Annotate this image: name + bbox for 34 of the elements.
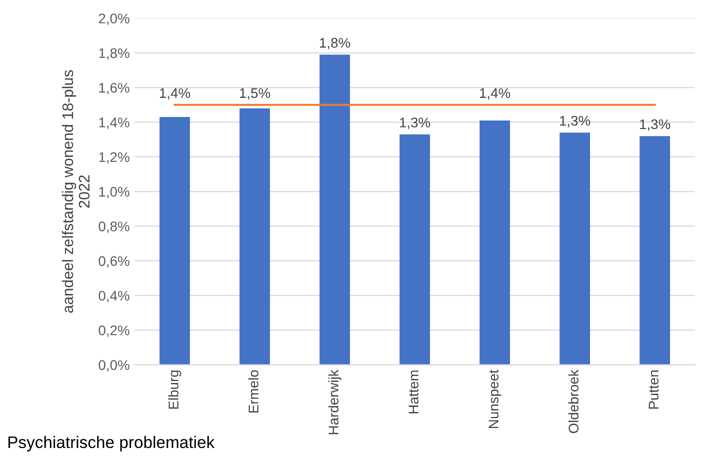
data-label: 1,5% <box>240 88 270 100</box>
y-tick-label: 1,8% <box>99 48 130 60</box>
bar <box>560 132 590 365</box>
data-label: 1,3% <box>400 118 430 130</box>
bar <box>400 134 430 365</box>
y-tick-label: 0,6% <box>98 256 130 268</box>
text: Psychiatrische problematiek <box>8 436 215 452</box>
y-tick-label: 1,0% <box>99 186 130 198</box>
data-label: 1,8% <box>320 38 350 50</box>
bar <box>240 108 270 365</box>
bar <box>320 54 350 365</box>
y-tick-label: 1,4% <box>99 118 130 130</box>
y-tick-label: 0,4% <box>98 290 130 302</box>
x-tick-label: Nunspeet <box>488 370 502 428</box>
y-tick-label: 1,2% <box>99 152 130 164</box>
data-label: 1,3% <box>560 116 590 128</box>
x-tick-label: Elburg <box>168 370 182 409</box>
data-label: 1,3% <box>640 119 670 131</box>
x-tick-label: Hattem <box>408 370 418 414</box>
y-axis-title: aandeel zelfstandig wonend 18-plus 2022 <box>62 70 90 313</box>
x-tick-label: Ermelo <box>248 370 258 413</box>
x-tick-label: Putten <box>648 370 659 409</box>
bar <box>160 117 190 365</box>
y-tick-label: 0,8% <box>98 222 130 233</box>
y-tick-label: 0,2% <box>98 325 130 337</box>
x-tick-label: Oldebroek <box>568 370 579 434</box>
data-label: 1,4% <box>480 88 510 100</box>
bar <box>640 136 670 365</box>
y-tick-label: 2,0% <box>98 14 130 26</box>
x-tick-label: Harderwijk <box>328 370 342 434</box>
data-label: 1,4% <box>160 88 190 100</box>
y-tick-label: 1,6% <box>99 82 130 94</box>
y-tick-label: 0,0% <box>98 360 130 372</box>
bar <box>480 120 510 365</box>
